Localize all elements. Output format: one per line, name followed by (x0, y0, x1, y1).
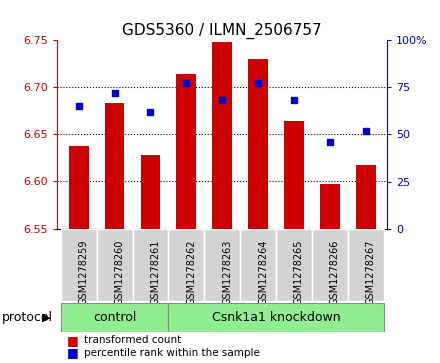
Text: ■: ■ (67, 347, 79, 359)
FancyBboxPatch shape (169, 229, 204, 301)
FancyBboxPatch shape (312, 229, 348, 301)
FancyBboxPatch shape (61, 229, 97, 301)
Bar (320, 184, 340, 229)
FancyBboxPatch shape (132, 229, 169, 301)
Point (290, 97, 297, 103)
Text: GSM1278262: GSM1278262 (186, 240, 196, 305)
Point (111, 90, 118, 96)
Bar (141, 155, 160, 229)
Title: GDS5360 / ILMN_2506757: GDS5360 / ILMN_2506757 (122, 23, 322, 38)
Text: GSM1278261: GSM1278261 (150, 240, 161, 305)
Point (362, 128, 369, 134)
Text: transformed count: transformed count (84, 335, 181, 345)
Text: GSM1278264: GSM1278264 (258, 240, 268, 305)
Text: Csnk1a1 knockdown: Csnk1a1 knockdown (212, 311, 340, 324)
FancyBboxPatch shape (204, 229, 240, 301)
FancyBboxPatch shape (276, 229, 312, 301)
Text: ■: ■ (67, 334, 79, 347)
FancyBboxPatch shape (97, 229, 132, 301)
Point (255, 81, 262, 86)
FancyBboxPatch shape (61, 303, 169, 332)
Text: GSM1278263: GSM1278263 (222, 240, 232, 305)
Point (183, 81, 190, 86)
Text: GSM1278259: GSM1278259 (79, 240, 89, 305)
Text: GSM1278265: GSM1278265 (294, 240, 304, 305)
FancyBboxPatch shape (348, 229, 384, 301)
Point (326, 139, 334, 145)
Point (75, 103, 82, 109)
Text: GSM1278260: GSM1278260 (114, 240, 125, 305)
Text: control: control (93, 311, 136, 324)
Text: protocol: protocol (2, 311, 53, 324)
FancyBboxPatch shape (169, 303, 384, 332)
Text: percentile rank within the sample: percentile rank within the sample (84, 348, 260, 358)
Bar (105, 103, 125, 229)
Bar (69, 146, 88, 229)
Text: ▶: ▶ (42, 313, 51, 323)
Point (219, 97, 226, 103)
Point (147, 109, 154, 115)
Bar (213, 42, 232, 229)
Bar (248, 59, 268, 229)
Text: GSM1278267: GSM1278267 (366, 240, 376, 305)
Text: GSM1278266: GSM1278266 (330, 240, 340, 305)
Bar (176, 74, 196, 229)
Bar (356, 164, 376, 229)
FancyBboxPatch shape (240, 229, 276, 301)
Bar (284, 121, 304, 229)
